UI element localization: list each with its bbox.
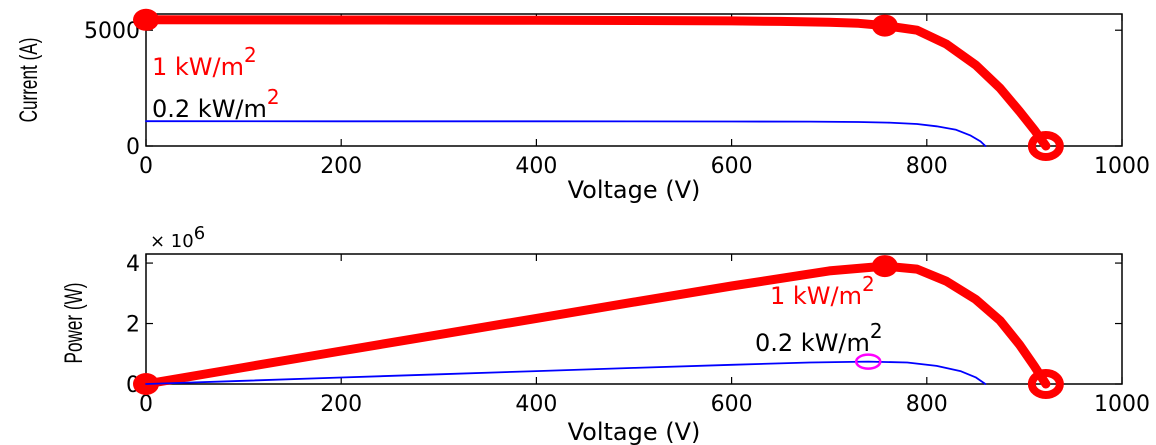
current-xtick-label: 1000 — [1094, 154, 1150, 179]
power-series-line-02kw — [145, 360, 987, 385]
current-xlabel: Voltage (V) — [568, 176, 701, 204]
power-xtick-label: 800 — [906, 392, 948, 417]
current-plot-frame — [145, 13, 1123, 147]
current-xtick-label: 200 — [320, 154, 362, 179]
power-multiplier: × 106 — [150, 223, 205, 252]
power-point-marker — [871, 255, 898, 278]
current-xtick-label: 800 — [906, 154, 948, 179]
power-mpp-marker — [854, 353, 882, 370]
current-chart: 0 200 400 600 800 1000 0 5000 Voltage (V) Curre… — [14, 8, 1150, 204]
current-xtick-label: 0 — [139, 154, 153, 179]
power-plot-frame — [145, 253, 1123, 385]
power-point-marker — [1027, 369, 1064, 399]
current-ticks: 0 200 400 600 800 1000 0 5000 — [84, 14, 1150, 179]
current-ylabel: Current (A) — [14, 38, 43, 123]
current-point-marker — [1027, 131, 1064, 161]
power-xtick-label: 600 — [711, 392, 753, 417]
current-series — [133, 8, 1064, 161]
power-ytick-label: 2 — [126, 313, 140, 338]
power-series-line-1kw — [141, 261, 1051, 389]
power-label-1kw: 1 kW/m2 — [770, 272, 875, 310]
current-ytick-label: 5000 — [84, 19, 140, 44]
power-ylabel: Power (W) — [59, 282, 88, 363]
current-xtick-label: 400 — [515, 154, 557, 179]
power-label-02kw: 0.2 kW/m2 — [755, 319, 883, 357]
power-xtick-label: 1000 — [1094, 392, 1150, 417]
current-series-line-1kw — [141, 15, 1051, 151]
power-series — [133, 255, 1064, 399]
current-label-1kw: 1 kW/m2 — [152, 43, 257, 81]
current-series-line-02kw — [145, 120, 987, 147]
power-xtick-label: 200 — [320, 392, 362, 417]
power-xlabel: Voltage (V) — [568, 418, 701, 445]
power-xtick-label: 0 — [139, 392, 153, 417]
current-label-02kw: 0.2 kW/m2 — [152, 85, 280, 123]
current-point-marker — [871, 14, 898, 37]
current-point-marker — [133, 8, 159, 31]
power-ytick-label: 4 — [126, 252, 140, 277]
current-ytick-label: 0 — [126, 135, 140, 160]
current-xtick-label: 600 — [711, 154, 753, 179]
power-xtick-label: 400 — [515, 392, 557, 417]
